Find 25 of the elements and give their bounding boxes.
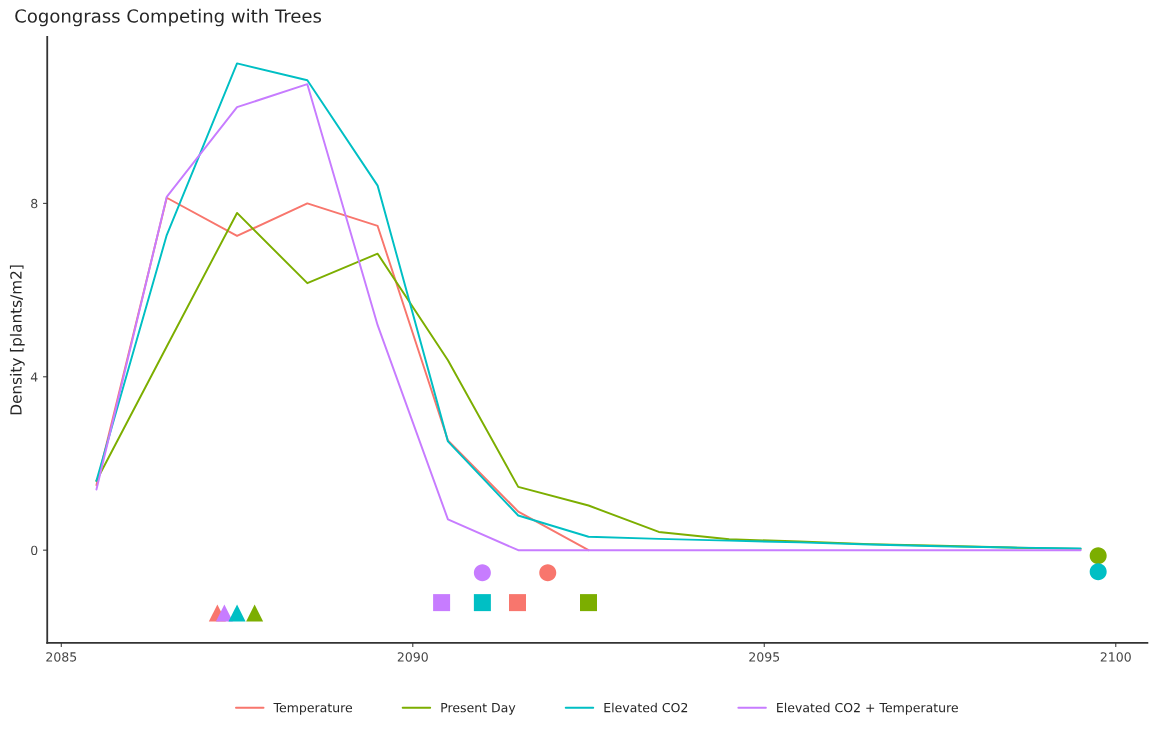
x-tick-label: 2085: [46, 652, 77, 662]
point: [580, 594, 598, 612]
point: [246, 604, 264, 622]
legend-label: Temperature: [273, 703, 353, 715]
point: [539, 564, 557, 582]
y-tick-label: 4: [30, 372, 38, 382]
x-tick-label: 2095: [749, 652, 780, 662]
line-series: [95, 196, 590, 552]
y-tick-label: 8: [31, 198, 38, 209]
y-tick-label: 0: [31, 545, 38, 556]
point: [1089, 563, 1107, 581]
x-tick-label: 2090: [397, 652, 428, 662]
legend-label: Elevated CO2 + Temperature: [777, 702, 958, 715]
chart-title: Cogongrass Competing with Trees: [15, 8, 322, 27]
point: [1089, 547, 1107, 565]
point: [473, 594, 491, 612]
point: [473, 564, 491, 582]
point: [509, 594, 527, 612]
point: [215, 604, 233, 622]
point: [228, 604, 246, 622]
y-axis-title: Density [plants/m2]: [9, 265, 25, 415]
legend-label: Elevated CO2: [604, 702, 688, 713]
x-tick-label: 2100: [1100, 652, 1131, 662]
point: [433, 594, 451, 612]
legend-label: Present Day: [441, 703, 516, 715]
